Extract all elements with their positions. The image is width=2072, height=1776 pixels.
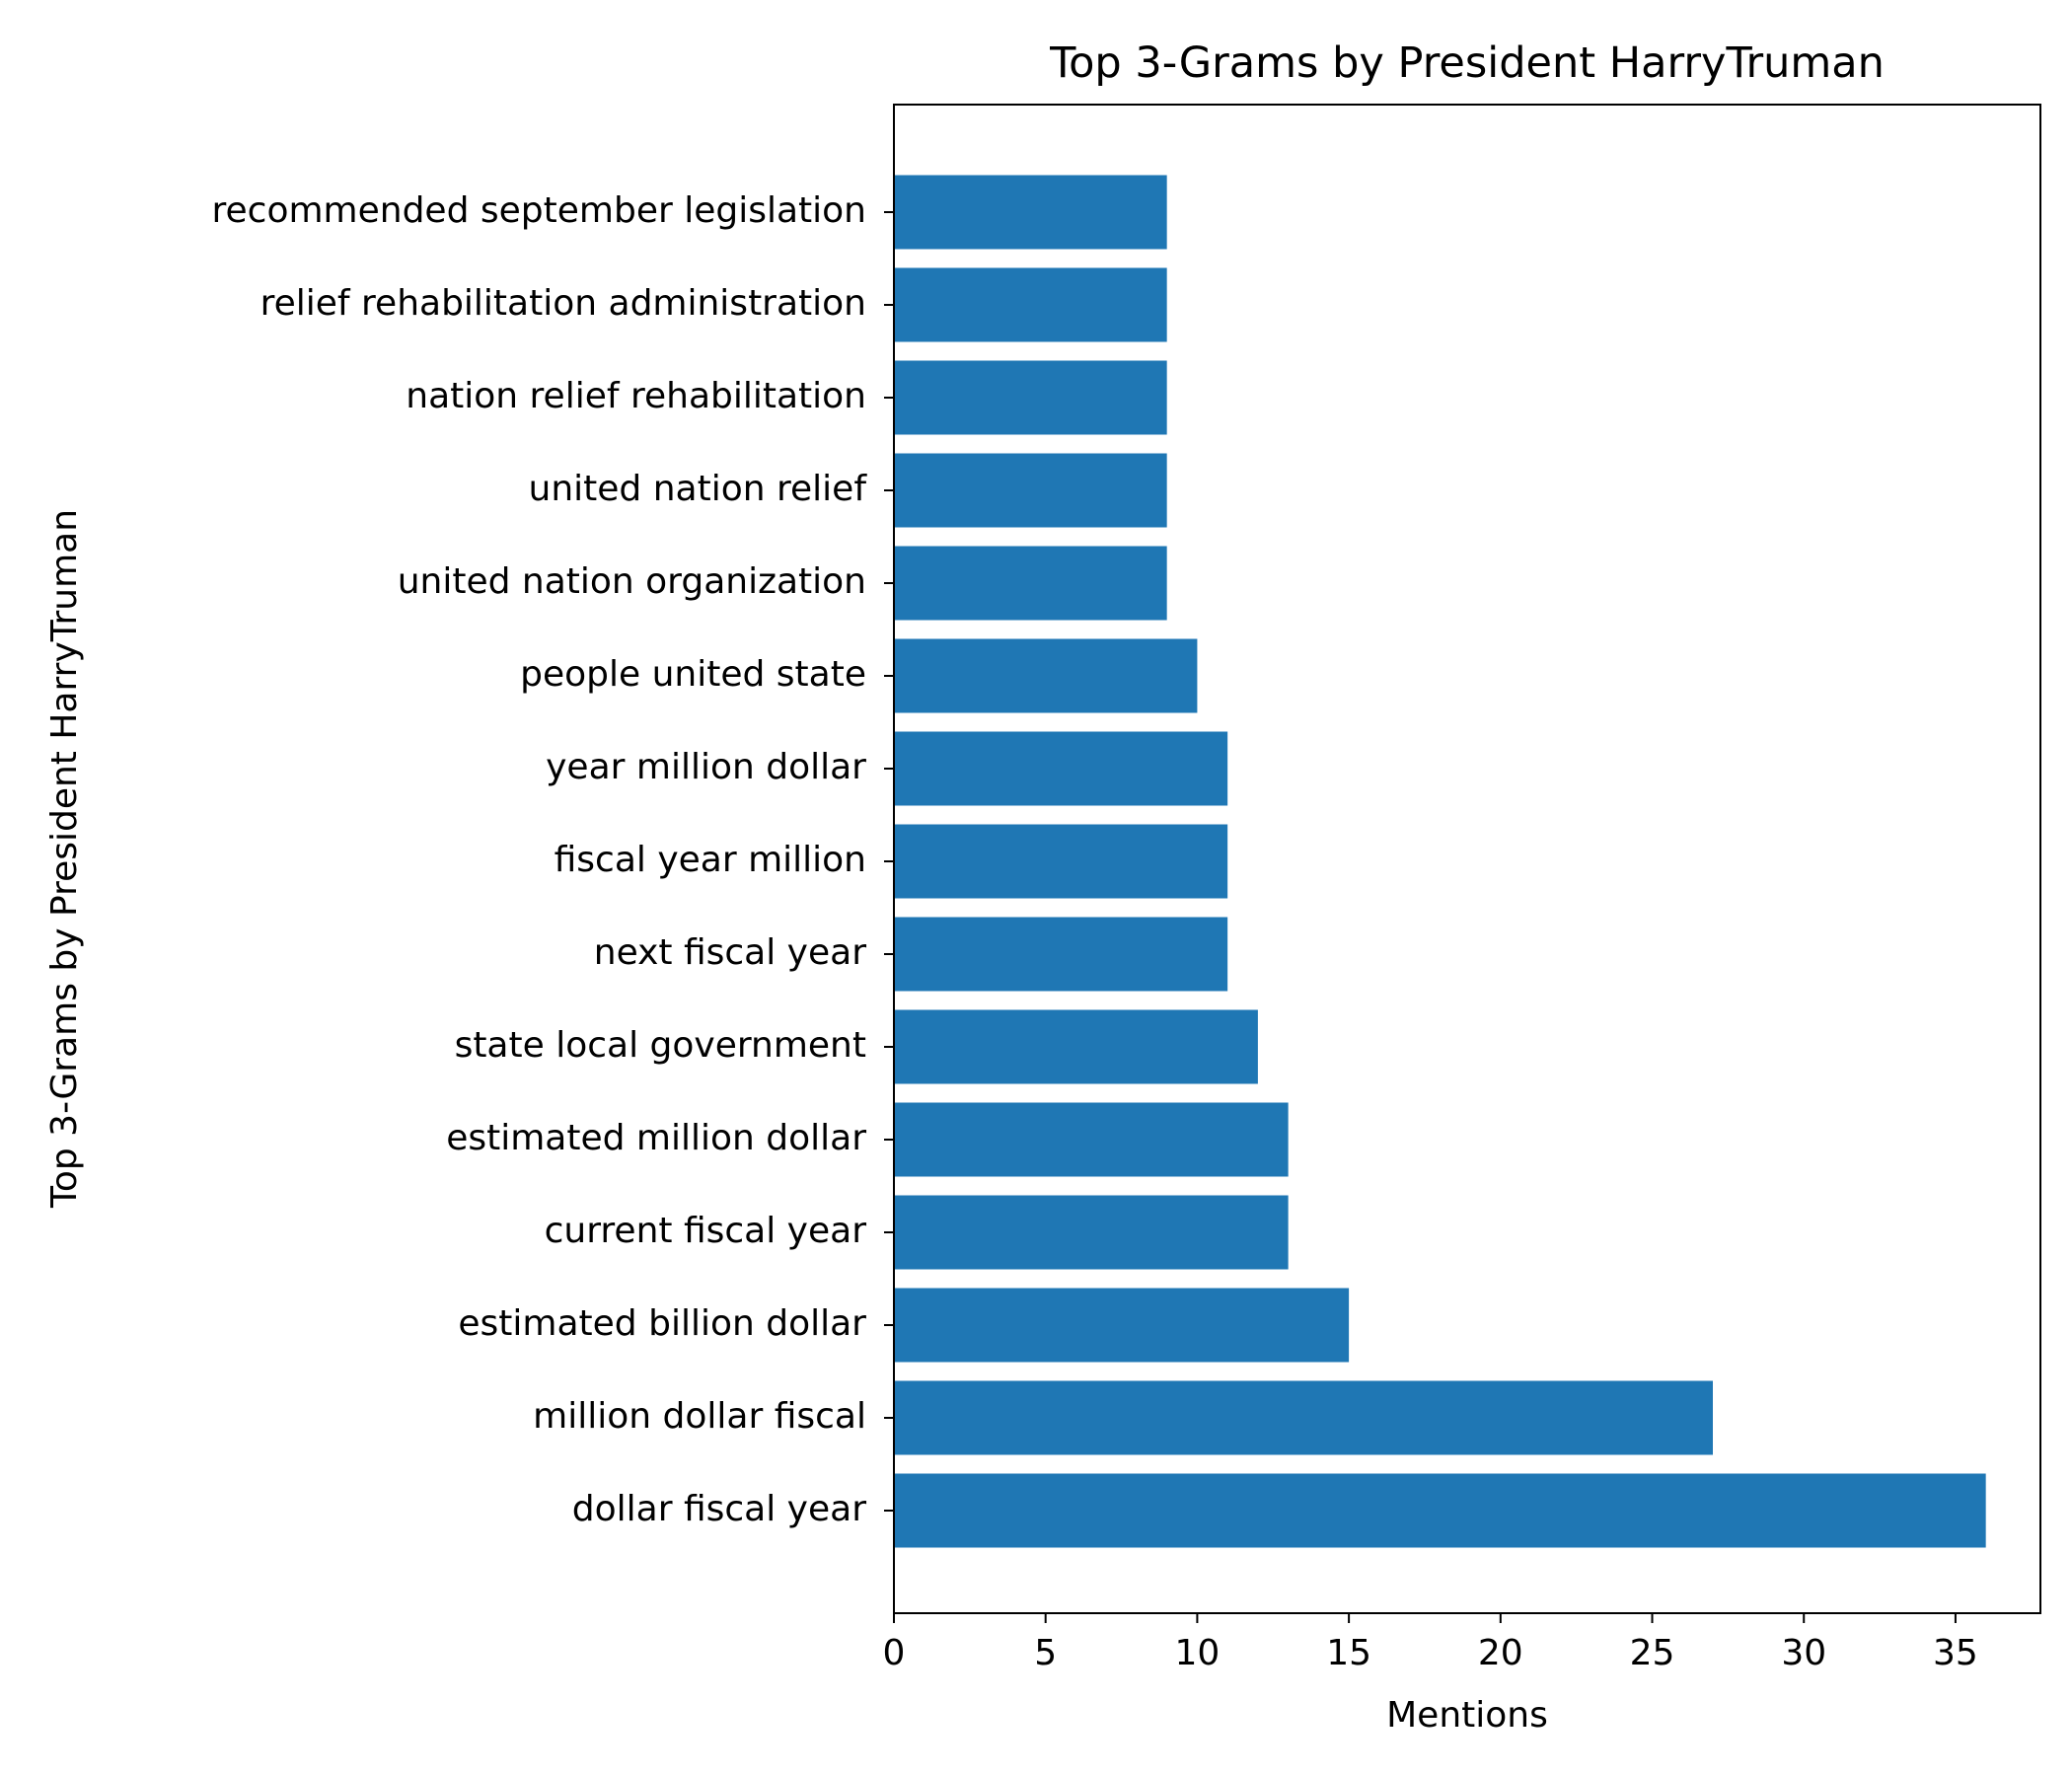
bar [894, 1473, 1986, 1548]
bar [894, 1009, 1258, 1084]
bar [894, 824, 1228, 899]
bar [894, 360, 1167, 435]
bar [894, 267, 1167, 342]
y-tick-label: current fiscal year [545, 1211, 867, 1251]
x-tick-label: 10 [1175, 1633, 1221, 1673]
y-tick-label: united nation organization [398, 561, 866, 602]
y-tick-label: year million dollar [546, 747, 866, 787]
y-tick-label: next fiscal year [594, 932, 866, 973]
bar [894, 546, 1167, 621]
y-axis-label: Top 3-Grams by President HarryTruman [44, 509, 85, 1209]
y-tick-label: nation relief rehabilitation [406, 376, 866, 416]
x-tick-label: 5 [1034, 1633, 1057, 1673]
y-tick-label: united nation relief [529, 469, 868, 509]
y-tick-label: fiscal year million [555, 840, 866, 880]
bars [894, 175, 1986, 1548]
y-tick-label: people united state [520, 654, 866, 695]
bar [894, 1195, 1289, 1270]
x-tick-label: 25 [1630, 1633, 1675, 1673]
x-tick-label: 30 [1781, 1633, 1826, 1673]
bar [894, 917, 1228, 992]
y-tick-label: million dollar fiscal [533, 1396, 866, 1437]
y-tick-label: dollar fiscal year [572, 1489, 866, 1529]
y-axis: dollar fiscal year million dollar fiscal e… [212, 190, 894, 1529]
x-axis-label: Mentions [1386, 1695, 1548, 1736]
bar [894, 1380, 1713, 1455]
chart-title: Top 3-Grams by President HarryTruman [1049, 38, 1885, 88]
y-tick-label: recommended september legislation [212, 190, 867, 231]
x-tick-label: 20 [1478, 1633, 1523, 1673]
x-tick-label: 15 [1326, 1633, 1371, 1673]
bar [894, 731, 1228, 806]
x-tick-label: 0 [883, 1633, 906, 1673]
y-tick-label: state local government [455, 1025, 866, 1066]
x-axis: 0 5 10 15 20 25 30 35 [883, 1613, 1978, 1673]
bar [894, 175, 1167, 250]
plot-frame [893, 104, 2041, 1614]
y-tick-label: relief rehabilitation administration [260, 283, 866, 324]
bar [894, 638, 1198, 713]
bar [894, 1102, 1289, 1177]
bar [894, 1288, 1350, 1363]
y-tick-label: estimated billion dollar [458, 1303, 866, 1344]
x-tick-label: 35 [1933, 1633, 1978, 1673]
bar [894, 453, 1167, 528]
y-tick-label: estimated million dollar [446, 1118, 866, 1158]
